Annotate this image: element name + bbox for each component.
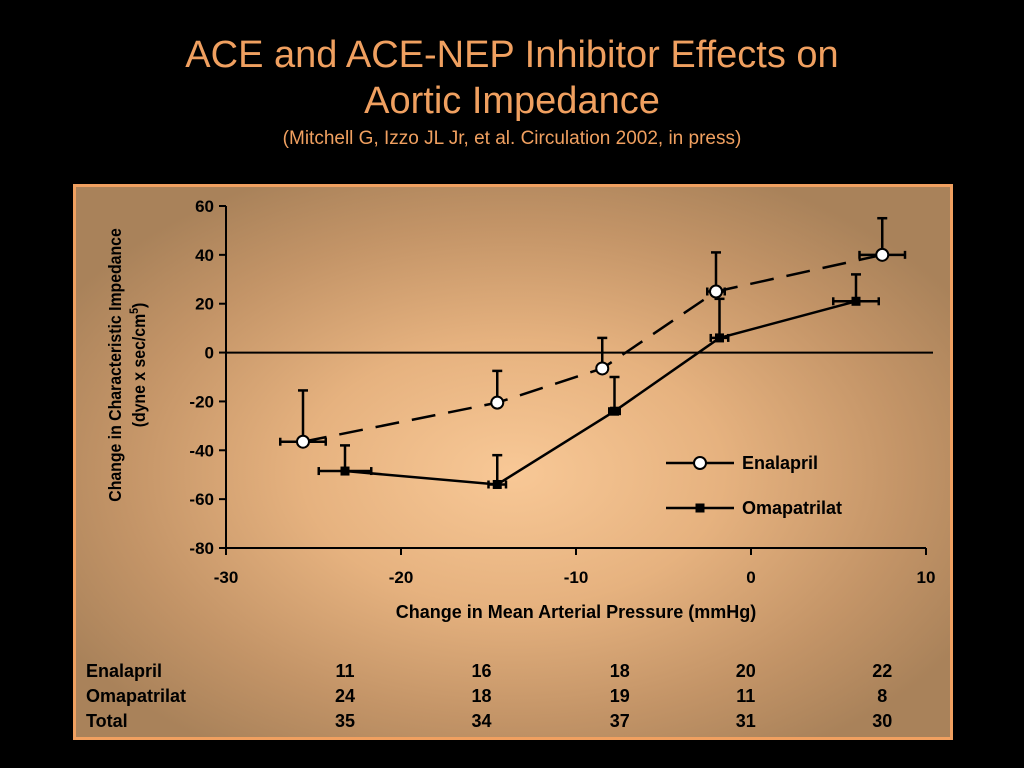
table-cell: 8 [877,686,888,706]
slide-title-line-2: Aortic Impedance [364,80,660,122]
y-axis-label: Change in Characteristic Impedance [105,228,125,501]
table-cell: 30 [872,711,893,731]
table-cell: 24 [334,686,356,706]
table-row-label: Total [86,711,128,731]
table-cell: 22 [872,661,893,681]
y-tick-label: 40 [195,246,214,265]
table-row: Total 35 34 37 31 30 [86,709,926,734]
omapatrilat-point [492,479,502,489]
table-cell: 37 [609,711,630,731]
slide-title-block: ACE and ACE-NEP Inhibitor Effects on Aor… [0,32,1024,152]
slide-title-line-1: ACE and ACE-NEP Inhibitor Effects on [185,34,839,76]
x-axis-label: Change in Mean Arterial Pressure (mmHg) [396,602,756,622]
y-axis-label-units: (dyne x sec/cm5) [128,303,149,428]
enalapril-point [490,395,505,410]
table-cell: 31 [735,711,756,731]
y-tick-label: -60 [189,490,214,509]
table-cell: 18 [471,686,492,706]
y-tick-label: -20 [189,392,214,411]
table-cell: 11 [736,686,756,706]
table-cell: 20 [735,661,756,681]
enalapril-point [709,284,723,299]
x-tick-label: -10 [564,568,589,587]
table-row-label: Omapatrilat [86,686,187,706]
chart-panel: 60 40 20 0 -20 -40 -60 -80 -30 -20 -10 0 10 Change in… [73,184,953,740]
citation: (Mitchell G, Izzo JL Jr, et al. Circulat… [282,128,742,149]
x-tick-label: -20 [389,568,414,587]
y-tick-label: -80 [189,539,214,558]
table-row: Enalapril 11 16 18 20 22 [86,659,926,684]
legend-marker-omapatrilat [695,503,705,513]
y-tick-label: 20 [195,295,214,314]
enalapril-point [296,434,310,449]
omapatrilat-point [340,466,350,476]
enalapril-point [595,361,610,376]
table-cell: 18 [609,661,630,681]
impedance-chart: 60 40 20 0 -20 -40 -60 -80-30 -20 -10 0 10 Change in… [105,197,936,622]
omapatrilat-point [715,333,724,343]
table-cell: 11 [335,661,355,681]
x-tick-label: -30 [214,568,239,587]
omapatrilat-point [851,296,861,306]
legend-label-omapatrilat: Omapatrilat [742,498,842,518]
y-tick-label: 0 [205,344,214,363]
x-tick-label: 10 [917,568,936,587]
omapatrilat-point [610,406,619,416]
y-tick-label: 60 [195,197,214,216]
table-row-label: Enalapril [86,661,163,681]
y-tick-label: -40 [189,441,214,460]
table-cell: 19 [609,686,630,706]
table-cell: 16 [471,661,492,681]
x-tick-label: 0 [746,568,755,587]
table-cell: 35 [334,711,356,731]
table-cell: 34 [471,711,492,731]
sample-size-table: Enalapril 11 16 18 20 22 Omapatrilat 24 18 19 11 8 T… [86,659,926,734]
legend-label-enalapril: Enalapril [742,453,818,473]
enalapril-line [302,253,883,443]
table-row: Omapatrilat 24 18 19 11 8 [86,684,926,709]
legend-marker-enalapril [693,456,707,470]
enalapril-point [875,247,890,262]
